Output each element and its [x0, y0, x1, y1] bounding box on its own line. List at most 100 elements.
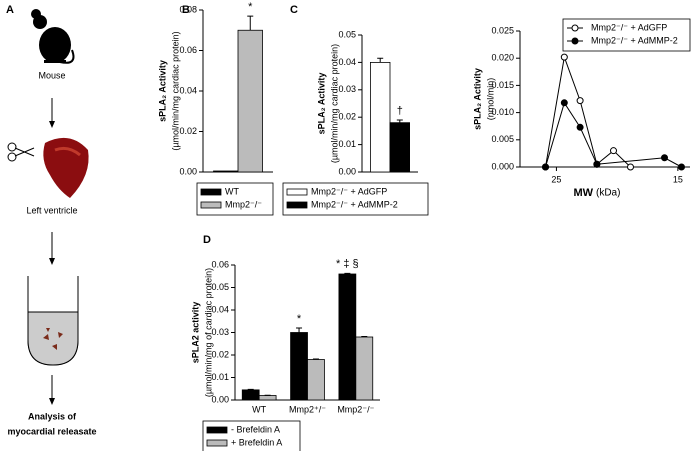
x-tick-label: Mmp2⁺/⁻ — [289, 404, 326, 414]
x-tick-label: 15 — [673, 174, 683, 184]
y-tick-label: 0.00 — [211, 394, 229, 404]
y-tick-label: 0.02 — [338, 112, 356, 122]
y-tick-label: 0.06 — [211, 259, 229, 269]
legend-label: Mmp2⁻/⁻ + AdMMP-2 — [311, 199, 398, 209]
bar — [307, 359, 325, 401]
y-tick-label: 0.06 — [179, 45, 197, 55]
error-bar — [396, 119, 403, 123]
y-tick-label: 0.02 — [179, 126, 197, 136]
step-label: Mouse — [38, 70, 65, 80]
y-tick-label: 0.010 — [491, 107, 514, 117]
arrow — [49, 375, 55, 405]
y-tick-label: 0.025 — [491, 25, 514, 35]
y-axis-label: sPLA₂ Activity — [472, 68, 482, 130]
arrow — [49, 98, 55, 128]
legend-marker — [571, 24, 579, 32]
y-axis-label: sPLA₂ Activity — [157, 60, 167, 122]
legend-box — [562, 18, 691, 52]
legend-label: Mmp2⁻/⁻ — [225, 199, 262, 209]
marker — [560, 53, 568, 61]
legend-marker — [571, 37, 579, 45]
annotation: * ‡ § — [336, 258, 359, 270]
y-tick-label: 0.05 — [211, 282, 229, 292]
legend-label: + Brefeldin A — [231, 437, 282, 447]
legend-box — [202, 420, 301, 451]
y-tick-label: 0.05 — [338, 29, 356, 39]
x-tick-label: WT — [252, 404, 266, 414]
mouse-icon — [31, 9, 75, 64]
y-tick-label: 0.00 — [338, 166, 356, 176]
tube-icon — [27, 276, 79, 366]
y-tick-label: 0.01 — [211, 372, 229, 382]
panel-label: A — [6, 4, 14, 16]
marker — [610, 147, 617, 155]
bar — [258, 395, 277, 401]
legend-label: Mmp2⁻/⁻ + AdGFP — [591, 22, 667, 32]
bar — [213, 170, 239, 173]
annotation: * — [248, 1, 253, 13]
bar — [369, 62, 391, 173]
marker — [678, 163, 685, 171]
y-tick-label: 0.04 — [179, 85, 197, 95]
heart-icon — [7, 137, 89, 198]
x-axis-label: MW — [573, 187, 593, 199]
x-tick-label: 25 — [551, 174, 561, 184]
y-axis-unit: (µmol/min/mg of cardiac protein) — [203, 268, 213, 397]
panel-label: D — [203, 234, 211, 246]
marker — [560, 99, 568, 107]
marker — [576, 123, 584, 131]
y-tick-label: 0.02 — [211, 349, 229, 359]
result-label: myocardial releasate — [7, 426, 96, 436]
legend-swatch — [206, 439, 228, 447]
bar — [237, 29, 263, 173]
legend-label: Mmp2⁻/⁻ + AdGFP — [311, 186, 387, 196]
bar — [241, 389, 260, 401]
y-tick-label: 0.08 — [179, 4, 197, 14]
legend-label: WT — [225, 186, 239, 196]
y-axis-label: sPLA₂ Activity — [316, 73, 326, 135]
y-tick-label: 0.020 — [491, 53, 514, 63]
legend-swatch — [286, 188, 308, 196]
marker — [627, 163, 634, 171]
annotation: * — [297, 313, 302, 325]
y-tick-label: 0.000 — [491, 161, 514, 171]
panel-label: C — [290, 4, 298, 16]
step-label: Left ventricle — [26, 205, 77, 215]
marker — [542, 163, 549, 171]
error-bar — [247, 15, 254, 31]
legend-label: Mmp2⁻/⁻ + AdMMP-2 — [591, 35, 678, 45]
y-axis-unit: (µmol/min/mg cardiac protein) — [170, 31, 180, 150]
line — [545, 55, 631, 168]
bar — [389, 122, 411, 173]
marker — [593, 160, 601, 168]
error-bar — [377, 57, 384, 63]
arrow — [49, 232, 55, 265]
y-tick-label: 0.03 — [211, 327, 229, 337]
y-axis-unit: (µmol/min/mg cardiac protein) — [329, 44, 339, 163]
annotation: † — [397, 105, 403, 117]
legend-box — [196, 182, 274, 216]
y-tick-label: 0.015 — [491, 80, 514, 90]
legend-box — [282, 182, 429, 216]
y-axis-label: sPLA2 activity — [190, 302, 200, 364]
legend-swatch — [206, 426, 228, 434]
x-axis-unit: (kDa) — [596, 188, 620, 199]
y-tick-label: 0.04 — [211, 304, 229, 314]
bar — [290, 332, 308, 401]
legend-label: - Brefeldin A — [231, 424, 280, 434]
y-tick-label: 0.03 — [338, 84, 356, 94]
error-bar — [344, 272, 351, 274]
panel-label: B — [182, 4, 190, 16]
marker — [576, 97, 584, 105]
marker — [661, 154, 668, 162]
legend-swatch — [286, 201, 308, 209]
legend-swatch — [200, 201, 222, 209]
y-axis-unit: (nmol/min) — [485, 78, 495, 121]
legend-swatch — [200, 188, 222, 196]
result-label: Analysis of — [28, 411, 77, 421]
error-bar — [296, 327, 303, 333]
y-tick-label: 0.04 — [338, 57, 356, 67]
y-tick-label: 0.01 — [338, 139, 356, 149]
bar — [338, 273, 357, 401]
